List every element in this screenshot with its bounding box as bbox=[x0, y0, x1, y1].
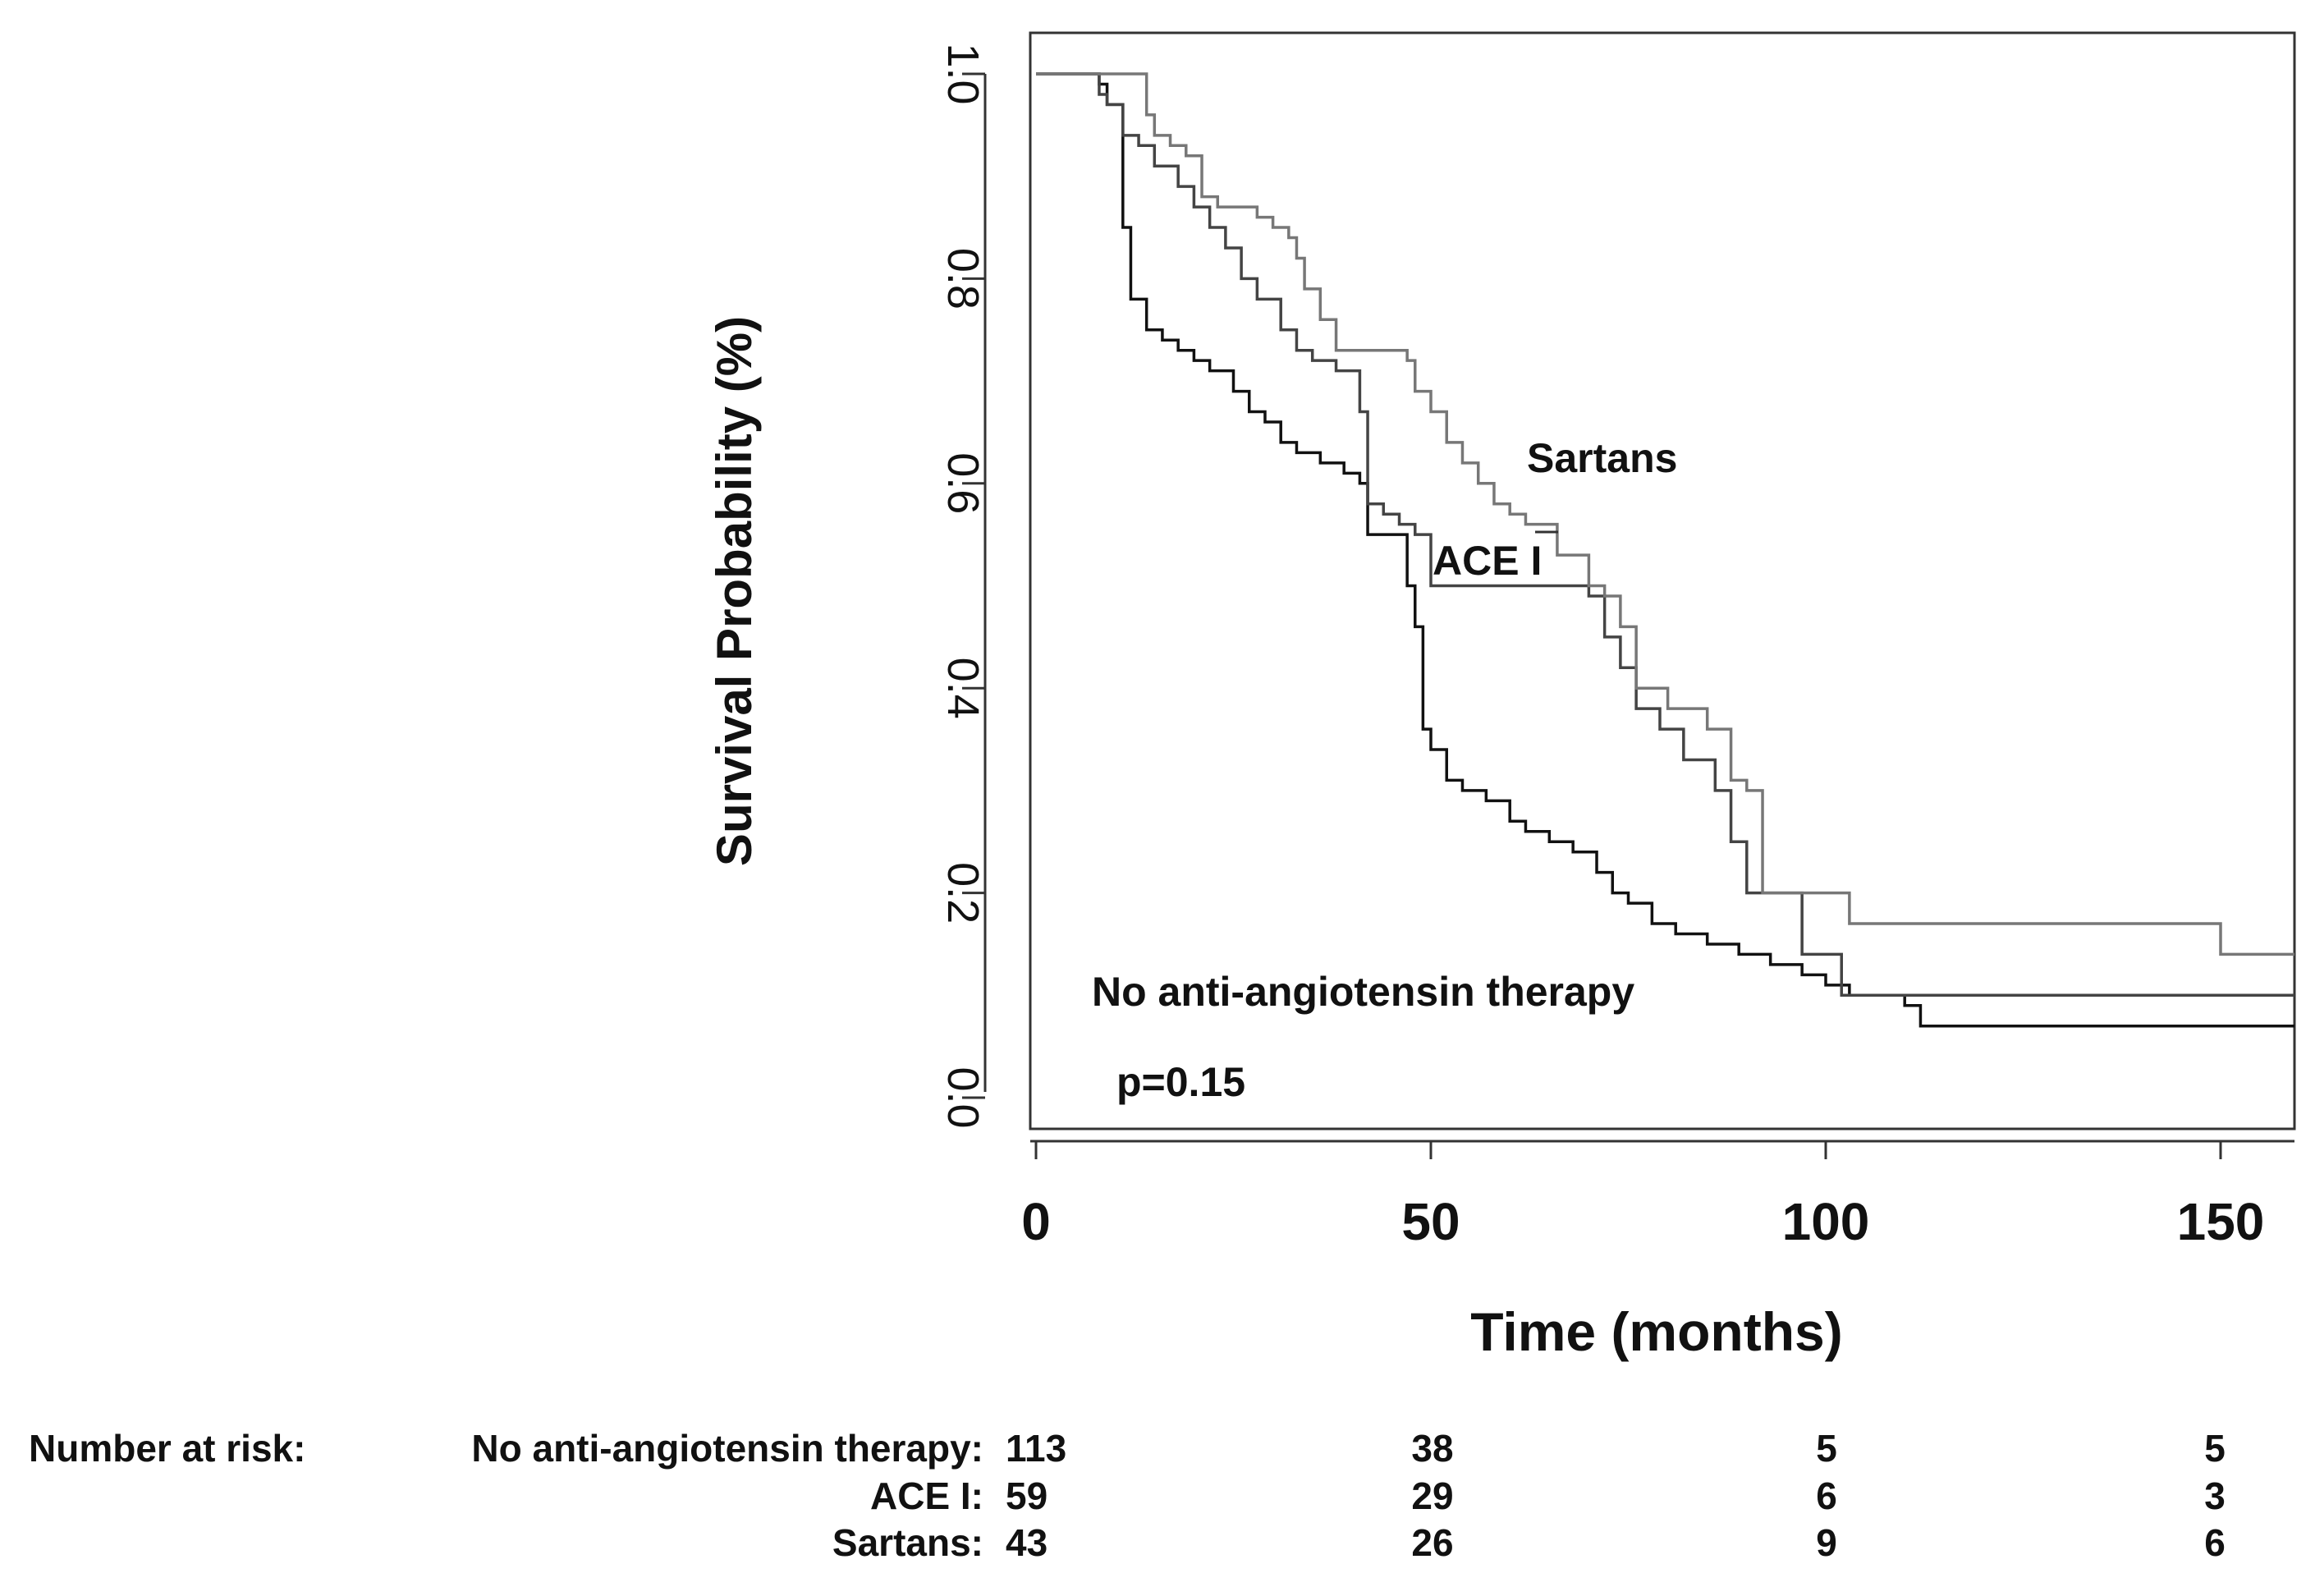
x-tick-label: 0 bbox=[1021, 1192, 1051, 1251]
sartans-annotation: Sartans bbox=[1527, 435, 1677, 481]
risk-value: 43 bbox=[1006, 1521, 1047, 1564]
y-axis-ticks: 0.0 0.2 0.4 0.6 0.8 1.0 bbox=[938, 43, 988, 1128]
risk-value: 5 bbox=[1816, 1427, 1837, 1470]
y-tick-label: 0.0 bbox=[938, 1066, 988, 1128]
risk-value: 26 bbox=[1411, 1521, 1453, 1564]
risk-value: 6 bbox=[1816, 1474, 1837, 1517]
series-line-ace-i bbox=[1036, 72, 2294, 998]
risk-row-label: No anti-angiotensin therapy: bbox=[471, 1427, 983, 1470]
y-tick-label: 0.4 bbox=[938, 658, 988, 719]
risk-value: 29 bbox=[1411, 1474, 1453, 1517]
x-tick-label: 100 bbox=[1782, 1192, 1870, 1251]
y-axis-label: Survival Probability (%) bbox=[707, 316, 762, 866]
series-group bbox=[1036, 72, 2294, 1028]
risk-value: 38 bbox=[1411, 1427, 1453, 1470]
plot-frame bbox=[1029, 31, 2296, 1130]
y-tick-label: 1.0 bbox=[938, 43, 988, 104]
y-tick-label: 0.6 bbox=[938, 452, 988, 514]
risk-value: 5 bbox=[2204, 1427, 2226, 1470]
x-axis-label: Time (months) bbox=[1470, 1301, 1842, 1362]
risk-value: 113 bbox=[1006, 1427, 1066, 1470]
y-tick-label: 0.2 bbox=[938, 862, 988, 924]
x-tick-label: 50 bbox=[1401, 1192, 1460, 1251]
risk-value: 59 bbox=[1006, 1474, 1047, 1517]
series-line-no-anti-angiotensin-therapy bbox=[1036, 72, 2294, 1028]
x-tick-label: 150 bbox=[2177, 1192, 2265, 1251]
none-annotation: No anti-angiotensin therapy bbox=[1092, 969, 1634, 1015]
risk-row-label: Sartans: bbox=[832, 1521, 983, 1564]
risk-table-header: Number at risk: bbox=[29, 1427, 305, 1470]
risk-value: 3 bbox=[2204, 1474, 2226, 1517]
acei-annotation: ACE I bbox=[1433, 538, 1542, 584]
x-axis-ticks: 0 50 100 150 bbox=[1021, 1141, 2264, 1251]
risk-value: 6 bbox=[2204, 1521, 2226, 1564]
series-line-sartans bbox=[1036, 72, 2294, 956]
p-value: p=0.15 bbox=[1116, 1059, 1245, 1105]
y-tick-label: 0.8 bbox=[938, 248, 988, 310]
risk-value: 9 bbox=[1816, 1521, 1837, 1564]
risk-row-label: ACE I: bbox=[870, 1474, 983, 1517]
risk-table: No anti-angiotensin therapy: 113 38 5 5 ACE I… bbox=[471, 1427, 2225, 1564]
